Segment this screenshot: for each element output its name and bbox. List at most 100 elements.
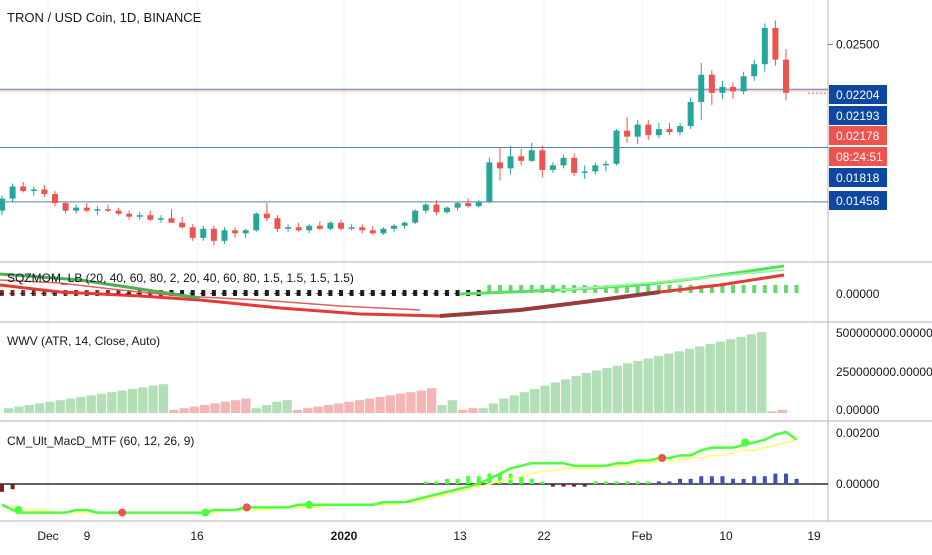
sqz-hist-bar [264,290,269,296]
macd-tick-label: 0.00200 [836,426,880,440]
sqz-cross: + [316,288,322,300]
candle-body [359,227,366,231]
wwv-bar [14,406,24,413]
wwv-bar [96,393,107,413]
wwv-bar [767,411,777,413]
sqz-hist-bar [646,285,651,293]
sqz-cross: + [358,288,364,300]
sqz-hist-bar [519,285,524,293]
candle-body [496,162,503,169]
wwv-tick-label: 0.00000 [836,403,880,417]
macd-hist-bar [625,481,630,484]
sqz-cross: + [348,288,354,300]
sqz-hist-bar [275,290,280,296]
candle-body [295,227,302,231]
candle-body [316,225,323,229]
sqz-hist-bar [699,285,704,293]
candle-body [528,150,535,161]
candle-body [783,59,789,93]
wwv-bar [323,404,334,413]
wwv-bar [726,339,736,413]
macd-label: CM_Ult_MacD_MTF (60, 12, 26, 9) [7,434,194,448]
wwv-bar [674,351,684,413]
sqz-hist-bar [307,290,312,296]
wwv-bar [344,401,354,413]
wwv-bar [272,401,282,413]
macd-hist-bar [423,481,428,484]
wwv-bar [4,408,14,413]
candle-body [581,171,588,173]
sqz-cross: + [379,288,385,300]
wwv-bar [334,403,344,413]
candle-body [698,74,705,102]
wwv-bar [746,334,757,413]
candle-body [730,86,737,92]
sqz-cross: + [326,288,332,300]
macd-cross-dot [118,508,127,517]
price-badge [829,106,887,125]
wwv-bar [602,368,612,413]
wwv-bar [148,385,158,413]
sqz-hist-bar [540,285,545,293]
candle-body [189,227,196,238]
macd-cross-dot [305,500,314,509]
wwv-bar [282,400,292,413]
candle-body [338,222,345,229]
macd-hist-bar [762,476,767,484]
wwv-bar [127,388,138,413]
macd-hist-bar [646,481,651,484]
candle-body [666,129,673,133]
sqz-cross: + [231,288,237,300]
wwv-bar [550,382,561,413]
sqz-hist-bar [233,290,238,296]
wwv-bar [406,392,416,413]
sqz-hist-bar [222,290,227,296]
candle-body [263,213,270,219]
price-badge [829,85,887,104]
macd-hist-bar [709,476,714,484]
macd-hist-bar [667,481,672,484]
sqz-hist-bar [625,285,630,293]
sqz-red-curve [0,273,785,318]
candle-body [62,203,69,211]
wwv-bar [107,392,117,413]
sqz-hist-bar [349,290,354,296]
sqz-hist-bar [487,285,492,293]
sqz-cross: + [443,288,449,300]
wwv-bar [210,403,220,413]
wwv-bar [622,363,633,413]
wwv-bar [633,360,643,413]
price-badge-label: 0.02204 [836,88,880,102]
candle-body [179,222,186,228]
sqz-hist-bar [339,290,344,296]
wwv-tick-label: 250000000.00000 [836,365,932,379]
sqz-hist-bar [286,290,291,296]
macd-hist-bar [720,476,725,484]
wwv-bar [86,395,96,413]
candle-body [560,157,567,166]
sqz-cross: + [252,288,258,300]
sqz-cross: + [210,288,216,300]
macd-hist-bar [699,476,704,484]
candle-body [475,201,482,207]
sqz-hist-bar [52,290,57,296]
sqz-hist-bar [508,285,513,293]
macd-cross-dot [658,454,667,462]
sqz-cross: + [51,288,57,300]
sqz-hist-bar [211,290,216,296]
wwv-bar [45,401,55,413]
candle-body [210,228,217,241]
sqz-hist-bar [31,290,36,296]
macd-hist-bar [614,481,619,484]
wwv-bar [220,401,230,413]
sqz-hist-bar [741,285,746,293]
wwv-bar [292,409,303,413]
candle-body [592,165,599,172]
sqz-hist-bar [731,285,736,293]
candle-body [486,162,493,202]
sqz-hist-bar [709,285,714,293]
candle-body [465,203,472,207]
candle-body [518,156,525,161]
wwv-bar [303,408,313,413]
